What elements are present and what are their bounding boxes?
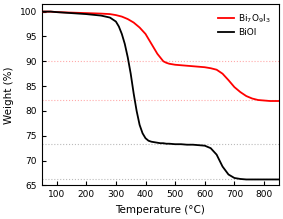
BiOI (85, 13, 88, 15)
Bi$_7$O$_9$I$_3$ (108, 13, 112, 15)
Bi$_7$O$_9$I$_3$ (185, 64, 189, 67)
BiOI (147, 140, 150, 142)
BiOI (245, 178, 248, 181)
Bi$_7$O$_9$I$_3$ (197, 65, 201, 68)
BiOI (156, 141, 159, 144)
Line: BiOI: BiOI (42, 12, 279, 179)
Y-axis label: Weight (%): Weight (%) (4, 66, 14, 124)
Bi$_7$O$_9$I$_3$ (239, 91, 242, 93)
BiOI (40, 10, 44, 13)
Bi$_7$O$_9$I$_3$ (191, 65, 195, 67)
BiOI (185, 143, 189, 146)
BiOI (209, 147, 213, 150)
Bi$_7$O$_9$I$_3$ (120, 15, 123, 18)
BiOI (168, 142, 171, 145)
Bi$_7$O$_9$I$_3$ (85, 12, 88, 14)
Bi$_7$O$_9$I$_3$ (164, 62, 168, 64)
BiOI (233, 177, 236, 179)
Bi$_7$O$_9$I$_3$ (209, 67, 213, 70)
BiOI (179, 143, 183, 145)
BiOI (162, 142, 165, 145)
Bi$_7$O$_9$I$_3$ (49, 10, 52, 13)
BiOI (191, 143, 195, 146)
Bi$_7$O$_9$I$_3$ (227, 79, 230, 81)
Line: Bi$_7$O$_9$I$_3$: Bi$_7$O$_9$I$_3$ (42, 12, 279, 101)
Bi$_7$O$_9$I$_3$ (144, 33, 147, 35)
BiOI (173, 143, 177, 145)
Bi$_7$O$_9$I$_3$ (162, 60, 165, 63)
BiOI (114, 20, 118, 23)
Legend: Bi$_7$O$_9$I$_3$, BiOI: Bi$_7$O$_9$I$_3$, BiOI (215, 9, 274, 41)
Bi$_7$O$_9$I$_3$ (256, 99, 260, 101)
X-axis label: Temperature (°C): Temperature (°C) (115, 205, 205, 215)
Bi$_7$O$_9$I$_3$ (70, 11, 73, 14)
BiOI (138, 124, 141, 126)
Bi$_7$O$_9$I$_3$ (268, 100, 272, 102)
BiOI (164, 142, 168, 145)
BiOI (55, 11, 58, 13)
Bi$_7$O$_9$I$_3$ (250, 97, 254, 100)
BiOI (227, 173, 230, 176)
Bi$_7$O$_9$I$_3$ (277, 100, 280, 102)
BiOI (239, 178, 242, 180)
BiOI (153, 141, 156, 143)
BiOI (268, 178, 272, 181)
Bi$_7$O$_9$I$_3$ (114, 14, 118, 16)
BiOI (132, 92, 135, 95)
BiOI (274, 178, 278, 181)
BiOI (120, 33, 123, 35)
Bi$_7$O$_9$I$_3$ (168, 62, 171, 65)
BiOI (203, 144, 207, 147)
BiOI (277, 178, 280, 181)
Bi$_7$O$_9$I$_3$ (150, 42, 153, 45)
Bi$_7$O$_9$I$_3$ (156, 53, 159, 55)
BiOI (144, 137, 147, 140)
BiOI (141, 132, 144, 135)
BiOI (70, 12, 73, 14)
Bi$_7$O$_9$I$_3$ (99, 12, 103, 15)
Bi$_7$O$_9$I$_3$ (126, 18, 129, 20)
BiOI (117, 25, 121, 28)
Bi$_7$O$_9$I$_3$ (274, 100, 278, 102)
Bi$_7$O$_9$I$_3$ (138, 26, 141, 29)
Bi$_7$O$_9$I$_3$ (245, 95, 248, 97)
Bi$_7$O$_9$I$_3$ (179, 64, 183, 67)
Bi$_7$O$_9$I$_3$ (215, 68, 218, 71)
BiOI (250, 178, 254, 181)
Bi$_7$O$_9$I$_3$ (233, 86, 236, 88)
BiOI (197, 144, 201, 147)
Bi$_7$O$_9$I$_3$ (55, 11, 58, 13)
BiOI (221, 165, 224, 168)
BiOI (262, 178, 266, 181)
BiOI (126, 56, 129, 59)
Bi$_7$O$_9$I$_3$ (262, 99, 266, 102)
BiOI (49, 10, 52, 13)
BiOI (150, 140, 153, 143)
BiOI (99, 14, 103, 17)
BiOI (108, 16, 112, 19)
Bi$_7$O$_9$I$_3$ (173, 64, 177, 66)
BiOI (129, 72, 132, 75)
Bi$_7$O$_9$I$_3$ (221, 72, 224, 75)
BiOI (159, 142, 162, 145)
BiOI (215, 153, 218, 156)
Bi$_7$O$_9$I$_3$ (203, 66, 207, 69)
BiOI (256, 178, 260, 181)
BiOI (123, 42, 127, 45)
BiOI (135, 110, 138, 112)
Bi$_7$O$_9$I$_3$ (40, 10, 44, 13)
Bi$_7$O$_9$I$_3$ (132, 21, 135, 24)
